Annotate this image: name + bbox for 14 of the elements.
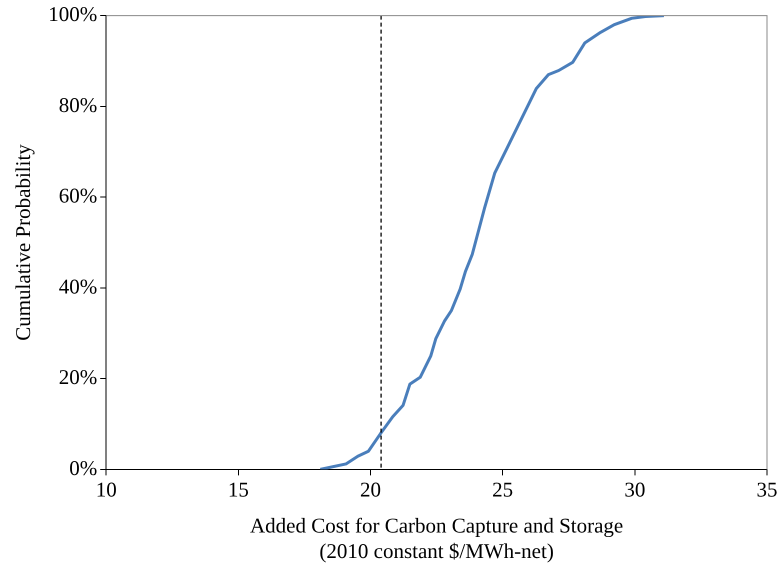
y-tick-label: 40% [58, 274, 98, 298]
y-tick-label: 60% [58, 184, 98, 208]
x-tick-label: 10 [96, 478, 117, 502]
x-tick-label: 30 [624, 478, 646, 502]
x-axis-title: Added Cost for Carbon Capture and Storage (2010 constant $/MWh-net) [250, 514, 624, 563]
y-tick-label: 0% [69, 456, 98, 480]
x-tick-label: 35 [756, 478, 778, 502]
x-tick-label: 20 [360, 478, 382, 502]
y-tick-label: 20% [58, 365, 98, 390]
y-axis-title: Cumulative Probability [11, 144, 36, 341]
x-tick-label: 15 [228, 478, 249, 502]
x-tick-label: 25 [492, 478, 514, 502]
y-tick-label: 80% [58, 92, 98, 117]
y-tick-label: 100% [48, 2, 98, 26]
